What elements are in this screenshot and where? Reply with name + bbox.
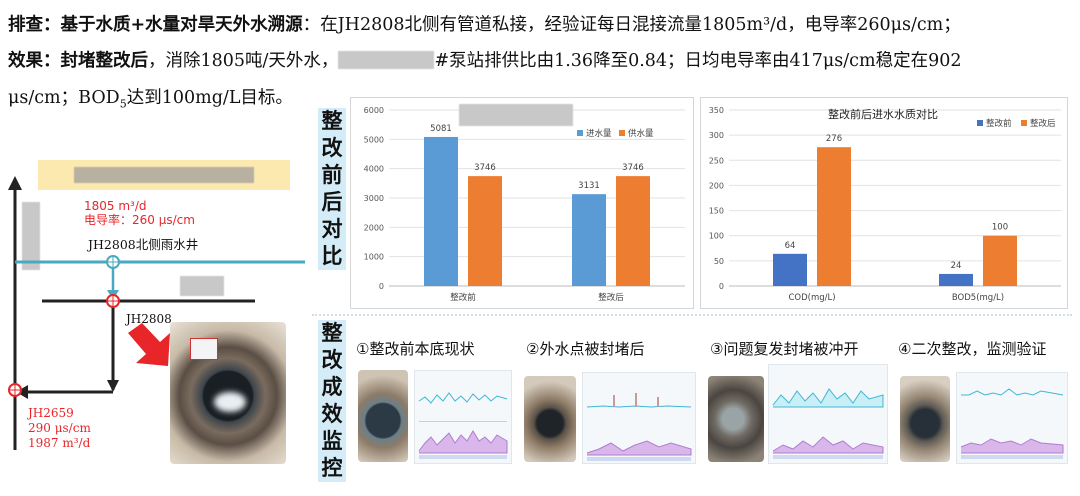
bar-整改后-COD(mg/L) (817, 147, 851, 286)
chart-water-volume-svg: 0 1000 2000 3000 4000 5000 6000 5081 3746 整改前 3131… (364, 106, 685, 303)
effect-text-b: #泵站排供比由1.36降至0.84；日均电导率由417μs/cm稳定在902 (434, 51, 962, 71)
bar-供水量-整改后 (616, 176, 650, 286)
y-tick-label: 5000 (364, 135, 384, 144)
flow-label: 1805 m³/d (84, 199, 147, 213)
y-tick-label: 50 (714, 257, 724, 266)
chart-water-volume: 0 1000 2000 3000 4000 5000 6000 5081 3746 整改前 3131… (350, 97, 694, 309)
data-label: 64 (785, 241, 796, 251)
x-category-label: BOD5(mg/L) (952, 293, 1004, 303)
y-tick-label: 6000 (364, 106, 384, 115)
step-1-monitor-chart (414, 370, 512, 464)
y-tick-label: 300 (709, 131, 724, 140)
step-3-monitor-chart (768, 364, 888, 464)
effect-text-d: 达到100mg/L目标。 (126, 88, 293, 108)
y-tick-label: 350 (709, 106, 724, 115)
header-line-2: 效果：封堵整改后，消除1805吨/天外水， #泵站排供比由1.36降至0.84；日… (8, 47, 961, 72)
header-line-1: 排查：基于水质+水量对旱天外水溯源：在JH2808北侧有管道私接，经验证每日混接… (8, 11, 961, 36)
effect-text-a: ，消除1805吨/天外水， (148, 51, 339, 71)
outlet-flow: 1987 m³/d (28, 436, 91, 450)
chart-title: 整改前后进水水质对比 (828, 107, 938, 121)
legend-swatch (1021, 120, 1027, 126)
section-label-compare: 整改前后对比 (318, 108, 346, 270)
x-category-label: 整改前 (450, 292, 476, 303)
y-tick-label: 2000 (364, 223, 384, 232)
bod-subscript: 5 (119, 97, 127, 111)
data-label: 3746 (474, 163, 496, 173)
flow-annotation: 1805 m³/d 电导率：260 μs/cm (84, 199, 195, 227)
data-label: 3746 (622, 163, 644, 173)
node-label: JH2808 (126, 312, 172, 326)
legend-swatch (619, 130, 625, 136)
legend-label: 进水量 (586, 128, 612, 139)
data-label: 24 (951, 261, 962, 271)
chart-water-quality-svg: 0 50 100 150 200 250 300 350 64 276 COD(mg/L) 24 100… (709, 106, 1061, 303)
bar-整改后-BOD5(mg/L) (983, 235, 1017, 286)
step-2-photo (524, 376, 576, 462)
pipe-network-diagram (8, 176, 305, 450)
step-4-monitor-chart (956, 372, 1068, 464)
bar-整改前-BOD5(mg/L) (939, 273, 973, 286)
step-4-photo (900, 376, 950, 462)
well-label: JH2808北侧雨水井 (88, 237, 199, 252)
bar-供水量-整改前 (468, 176, 502, 286)
y-tick-label: 0 (719, 282, 724, 291)
legend-label: 供水量 (628, 128, 654, 139)
redacted-road-label (22, 202, 40, 270)
bar-进水量-整改后 (572, 194, 606, 286)
redacted-chart-title (459, 104, 573, 126)
step-2-title: ②外水点被封堵后 (526, 340, 645, 358)
legend-label: 整改前 (986, 118, 1012, 129)
bar-整改前-COD(mg/L) (773, 253, 807, 286)
outlet-annotation: JH2659 290 μs/cm 1987 m³/d (28, 406, 91, 451)
diagram-highlight-band (38, 160, 290, 190)
step-1-title: ①整改前本底现状 (356, 340, 475, 358)
effect-label: 效果：封堵整改后 (8, 51, 148, 71)
bar-进水量-整改前 (424, 136, 458, 286)
data-label: 3131 (578, 181, 600, 191)
compare-label: 整改前后对比 (321, 109, 343, 268)
y-tick-label: 4000 (364, 165, 384, 174)
y-tick-label: 3000 (364, 194, 384, 203)
legend-swatch (577, 130, 583, 136)
step-3-title: ③问题复发封堵被冲开 (710, 340, 859, 358)
section-label-monitor: 整改成效监控 (318, 320, 346, 482)
step-3-photo (708, 376, 764, 462)
step-2-monitor-chart (582, 372, 696, 464)
legend-swatch (977, 120, 983, 126)
section-divider (312, 314, 1072, 316)
outlet-cond: 290 μs/cm (28, 421, 91, 435)
x-category-label: COD(mg/L) (788, 293, 835, 303)
y-tick-label: 250 (709, 156, 724, 165)
header-line-3: μs/cm；BOD5达到100mg/L目标。 (8, 84, 293, 111)
y-tick-label: 1000 (364, 253, 384, 262)
chart-water-quality: 0 50 100 150 200 250 300 350 64 276 COD(mg/L) 24 100… (700, 97, 1068, 309)
y-tick-label: 0 (379, 282, 384, 291)
investigation-label: 排查：基于水质+水量对旱天外水溯源 (8, 15, 303, 35)
data-label: 5081 (430, 124, 452, 134)
step-4-title: ④二次整改，监测验证 (898, 340, 1047, 358)
y-tick-label: 150 (709, 207, 724, 216)
effect-text-c: μs/cm；BOD (8, 88, 120, 108)
y-tick-label: 200 (709, 181, 724, 190)
x-category-label: 整改后 (598, 292, 624, 303)
data-label: 276 (826, 134, 842, 144)
redacted-pump-name (338, 51, 435, 69)
cond-label: 电导率：260 μs/cm (84, 213, 195, 227)
investigation-text: ：在JH2808北侧有管道私接，经验证每日混接流量1805m³/d，电导率260… (302, 15, 961, 35)
manhole-photo (170, 322, 286, 464)
redacted-road-label-2 (180, 276, 224, 296)
monitor-label: 整改成效监控 (321, 321, 343, 480)
outlet-name: JH2659 (28, 406, 74, 420)
step-1-photo (358, 370, 408, 462)
y-tick-label: 100 (709, 232, 724, 241)
data-label: 100 (992, 223, 1008, 233)
legend-label: 整改后 (1030, 118, 1056, 129)
